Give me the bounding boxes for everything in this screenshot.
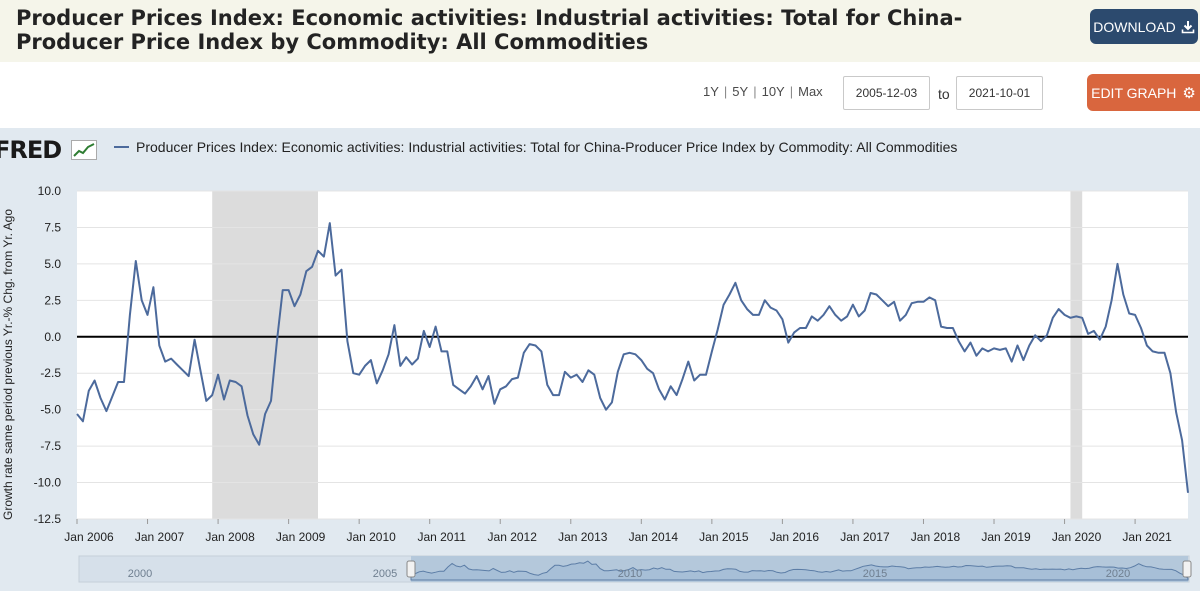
- recession-shading: [212, 191, 1083, 519]
- x-tick-label: Jan 2014: [629, 530, 679, 544]
- start-date-field[interactable]: 2005-12-03: [843, 76, 930, 110]
- navigator-label: 2020: [1106, 568, 1130, 580]
- legend-line-marker: [114, 146, 129, 148]
- x-tick-label: Jan 2012: [488, 530, 538, 544]
- navigator-left-handle[interactable]: [406, 560, 416, 578]
- navigator-label: 2010: [618, 568, 642, 580]
- range-5y[interactable]: 5Y: [732, 84, 749, 99]
- fred-logo: FRED: [0, 136, 97, 164]
- x-tick-label: Jan 2020: [1052, 530, 1102, 544]
- x-tick-label: Jan 2006: [64, 530, 114, 544]
- y-tick-label: 2.5: [44, 293, 61, 307]
- x-tick-label: Jan 2017: [840, 530, 890, 544]
- download-label: DOWNLOAD: [1093, 18, 1176, 35]
- navigator-labels: 2000 2005 2010 2015 2020: [128, 568, 1130, 580]
- x-tick-label: Jan 2013: [558, 530, 608, 544]
- x-tick-label: Jan 2018: [911, 530, 961, 544]
- chart-sparkline-icon: [70, 140, 97, 160]
- range-selector: 1Y | 5Y | 10Y | Max: [703, 84, 823, 99]
- y-tick-label: 5.0: [44, 257, 61, 271]
- x-tick-label: Jan 2016: [770, 530, 820, 544]
- y-tick-label: -2.5: [40, 366, 61, 380]
- recession-band-1: [1070, 191, 1083, 519]
- navigator-series: [410, 560, 1189, 581]
- range-navigator[interactable]: 2000 2005 2010 2015 2020: [78, 555, 1192, 583]
- chart-panel: FRED Producer Prices Index: Economic act…: [0, 128, 1200, 591]
- navigator-right-handle[interactable]: [1182, 560, 1192, 578]
- to-label: to: [938, 86, 950, 102]
- y-tick-label: -7.5: [40, 439, 61, 453]
- date-controls: 1Y | 5Y | 10Y | Max 2005-12-03 to 2021-10-01 E…: [0, 62, 1200, 128]
- gridlines: [77, 190, 1188, 520]
- y-axis-ticks: 10.0 7.5 5.0 2.5 0.0 -2.5 -5.0 -7.5 -10.0 -12.5: [34, 184, 62, 526]
- navigator-label: 2015: [863, 568, 887, 580]
- y-tick-label: -12.5: [34, 512, 62, 526]
- x-tick-label: Jan 2009: [276, 530, 326, 544]
- navigator-label: 2005: [373, 568, 397, 580]
- x-tick-label: Jan 2011: [417, 530, 466, 544]
- range-1y[interactable]: 1Y: [703, 84, 719, 99]
- y-tick-label: 10.0: [38, 184, 62, 198]
- series-line: [76, 222, 1189, 493]
- x-tick-label: Jan 2015: [699, 530, 749, 544]
- x-tick-label: Jan 2021: [1122, 530, 1172, 544]
- x-tick-label: Jan 2019: [981, 530, 1031, 544]
- x-axis-ticks: Jan 2006 Jan 2007 Jan 2008 Jan 2009 Jan 2010…: [64, 519, 1172, 544]
- chart-legend: Producer Prices Index: Economic activiti…: [114, 139, 957, 155]
- y-axis-label: Growth rate same period previous Yr.-% C…: [1, 209, 15, 520]
- y-tick-label: 0.0: [44, 330, 61, 344]
- legend-series-name: Producer Prices Index: Economic activiti…: [136, 139, 958, 155]
- download-icon: [1181, 20, 1195, 33]
- range-10y[interactable]: 10Y: [761, 84, 785, 99]
- edit-graph-button[interactable]: EDIT GRAPH ⚙: [1087, 74, 1200, 111]
- download-button[interactable]: DOWNLOAD: [1090, 9, 1198, 44]
- y-axis-label-line-1: Growth rate same period previous Yr.-% C…: [1, 209, 15, 520]
- navigator-label: 2000: [128, 568, 152, 580]
- page-header: Producer Prices Index: Economic activiti…: [0, 0, 1200, 62]
- end-date-field[interactable]: 2021-10-01: [956, 76, 1043, 110]
- range-max[interactable]: Max: [798, 84, 823, 99]
- y-tick-label: -10.0: [34, 476, 62, 490]
- recession-band-0: [212, 191, 319, 519]
- line-chart: 10.0 7.5 5.0 2.5 0.0 -2.5 -5.0 -7.5 -10.0 -12.5 J…: [1, 184, 1192, 583]
- x-tick-label: Jan 2007: [135, 530, 185, 544]
- y-tick-label: 7.5: [44, 220, 61, 234]
- page-title: Producer Prices Index: Economic activiti…: [16, 6, 963, 54]
- x-tick-label: Jan 2010: [346, 530, 396, 544]
- y-tick-label: -5.0: [40, 403, 61, 417]
- gear-icon: ⚙: [1182, 84, 1196, 102]
- edit-graph-label: EDIT GRAPH: [1091, 84, 1177, 101]
- x-tick-label: Jan 2008: [205, 530, 255, 544]
